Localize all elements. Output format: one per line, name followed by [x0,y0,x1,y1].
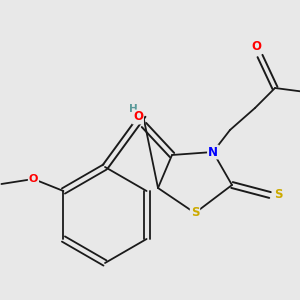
Text: O: O [29,174,38,184]
Text: H: H [129,104,137,114]
Text: S: S [191,206,199,220]
Text: N: N [208,146,218,158]
Text: O: O [133,110,143,124]
Text: S: S [274,188,282,202]
Text: O: O [251,40,261,52]
